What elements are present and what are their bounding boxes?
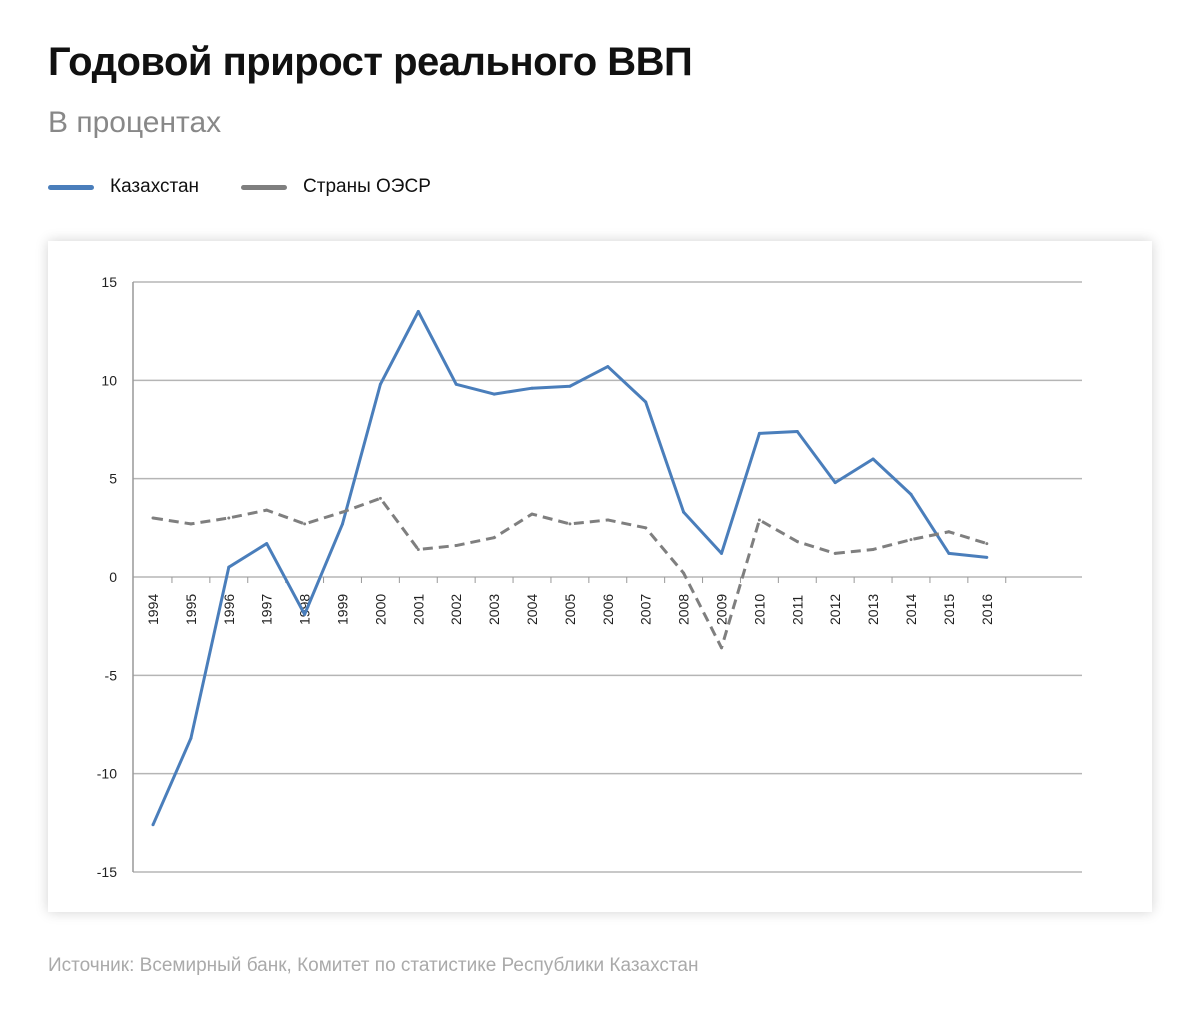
x-tick-label: 1994 (145, 594, 161, 625)
data-point (833, 481, 837, 485)
data-point (871, 547, 875, 551)
x-tick-label: 1996 (221, 594, 237, 625)
x-tick-label: 2015 (941, 594, 957, 625)
x-tick-label: 2001 (410, 594, 426, 625)
data-point (606, 365, 610, 369)
x-tick-label: 2007 (638, 594, 654, 625)
data-point (757, 518, 761, 522)
x-tick-label: 2016 (979, 594, 995, 625)
chart-title: Годовой прирост реального ВВП (48, 40, 693, 84)
chart-subtitle: В процентах (48, 106, 222, 139)
data-point (454, 544, 458, 548)
y-tick-label: -10 (97, 766, 117, 782)
data-point (947, 530, 951, 534)
x-tick-label: 2003 (486, 594, 502, 625)
x-tick-label: 2009 (714, 594, 730, 625)
data-point (720, 551, 723, 555)
data-point (795, 429, 799, 433)
x-tick-label: 2000 (372, 594, 388, 625)
data-point (606, 518, 610, 522)
data-point (151, 823, 155, 827)
data-point (492, 536, 496, 540)
data-point (189, 522, 193, 526)
data-point (189, 736, 193, 740)
y-tick-label: 10 (101, 372, 117, 388)
data-point (568, 522, 572, 526)
legend-label: Казахстан (110, 176, 200, 197)
data-point (909, 492, 913, 496)
x-tick-label: 2006 (600, 594, 616, 625)
legend-swatch (48, 184, 94, 190)
y-tick-label: 5 (109, 471, 117, 487)
data-point (871, 457, 875, 461)
legend: Казахстан Страны ОЭСР (48, 176, 431, 198)
source-note: Источник: Всемирный банк, Комитет по ста… (48, 955, 699, 976)
data-point (416, 310, 420, 313)
x-tick-label: 1999 (335, 594, 351, 625)
y-tick-label: 0 (109, 569, 117, 585)
data-point (530, 386, 534, 390)
x-tick-label: 2008 (676, 594, 692, 625)
x-tick-label: 1995 (183, 594, 199, 625)
data-point (454, 382, 458, 386)
x-tick-label: 2005 (562, 594, 578, 625)
data-point (265, 508, 269, 512)
x-tick-label: 2010 (751, 594, 767, 625)
data-point (265, 542, 269, 546)
legend-label: Страны ОЭСР (303, 176, 431, 197)
legend-item-kazakhstan: Казахстан (48, 176, 199, 198)
data-point (568, 384, 572, 388)
data-point (682, 510, 686, 514)
x-tick-label: 2013 (865, 594, 881, 625)
y-tick-label: 15 (101, 274, 117, 290)
data-point (227, 516, 231, 520)
x-tick-label: 2004 (524, 594, 540, 625)
data-point (682, 571, 686, 575)
legend-item-oecd: Страны ОЭСР (241, 176, 431, 198)
data-point (909, 538, 913, 542)
x-tick-label: 2011 (789, 595, 805, 625)
data-point (720, 646, 723, 650)
data-point (947, 551, 951, 555)
data-point (416, 547, 420, 551)
data-point (341, 522, 344, 526)
data-point (795, 540, 799, 544)
data-point (985, 542, 989, 546)
x-tick-label: 1997 (259, 594, 275, 625)
data-point (303, 612, 307, 616)
x-tick-label: 2014 (903, 594, 919, 625)
data-point (151, 516, 155, 520)
legend-swatch (241, 184, 288, 190)
data-point (378, 382, 382, 386)
data-point (833, 551, 837, 555)
y-tick-label: -15 (97, 864, 117, 880)
data-point (227, 565, 231, 569)
data-point (985, 555, 989, 559)
data-point (757, 431, 761, 435)
x-tick-label: 2012 (827, 594, 843, 625)
data-point (303, 522, 307, 526)
x-tick-label: 2002 (448, 594, 464, 625)
data-point (492, 392, 496, 396)
data-point (530, 512, 534, 516)
data-point (341, 510, 344, 514)
y-tick-label: -5 (105, 667, 118, 683)
data-point (644, 400, 648, 404)
series-line-kazakhstan (151, 310, 987, 826)
data-point (644, 526, 648, 530)
data-point (378, 496, 382, 500)
chart-card: 15 10 5 0 -5 -10 -15 1994 1995 1996 1997 1998 1999 20… (48, 241, 1152, 912)
